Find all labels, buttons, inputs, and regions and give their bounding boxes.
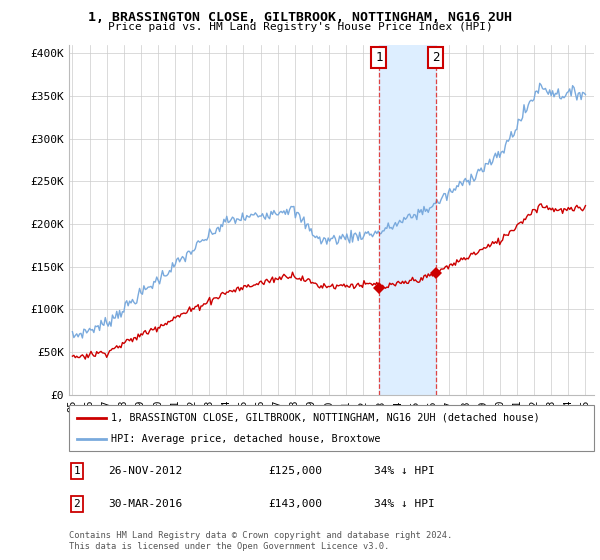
Text: 2: 2 [74, 499, 80, 509]
Text: 1, BRASSINGTON CLOSE, GILTBROOK, NOTTINGHAM, NG16 2UH (detached house): 1, BRASSINGTON CLOSE, GILTBROOK, NOTTING… [111, 413, 540, 423]
Text: 1: 1 [375, 51, 383, 64]
Bar [379, 45, 436, 395]
Text: HPI: Average price, detached house, Broxtowe: HPI: Average price, detached house, Brox… [111, 434, 380, 444]
Text: 30-MAR-2016: 30-MAR-2016 [109, 499, 182, 509]
Text: This data is licensed under the Open Government Licence v3.0.: This data is licensed under the Open Gov… [69, 542, 389, 551]
Text: £125,000: £125,000 [269, 466, 323, 476]
Text: 1: 1 [74, 466, 80, 476]
Text: 1, BRASSINGTON CLOSE, GILTBROOK, NOTTINGHAM, NG16 2UH: 1, BRASSINGTON CLOSE, GILTBROOK, NOTTING… [88, 11, 512, 24]
Text: 2: 2 [432, 51, 440, 64]
FancyBboxPatch shape [69, 405, 594, 451]
Text: Price paid vs. HM Land Registry's House Price Index (HPI): Price paid vs. HM Land Registry's House … [107, 22, 493, 32]
Text: 26-NOV-2012: 26-NOV-2012 [109, 466, 182, 476]
Text: £143,000: £143,000 [269, 499, 323, 509]
Text: 34% ↓ HPI: 34% ↓ HPI [373, 499, 434, 509]
Text: Contains HM Land Registry data © Crown copyright and database right 2024.: Contains HM Land Registry data © Crown c… [69, 531, 452, 540]
Text: 34% ↓ HPI: 34% ↓ HPI [373, 466, 434, 476]
